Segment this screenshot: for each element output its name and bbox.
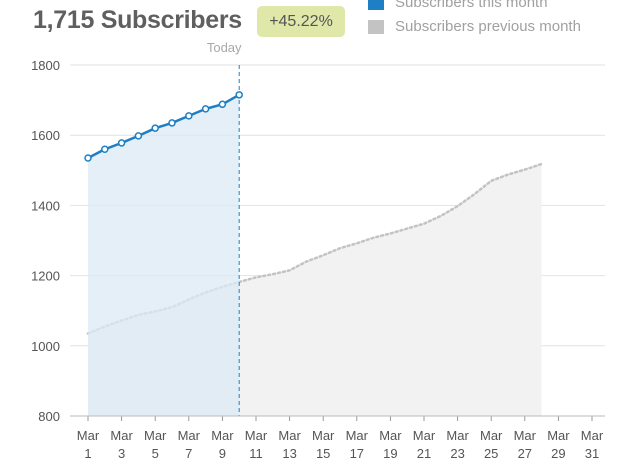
data-point-this-month xyxy=(168,119,176,127)
legend-label-previous-month: Subscribers previous month xyxy=(395,18,581,35)
x-tick-label: Mar xyxy=(245,428,268,443)
y-tick-label: 1400 xyxy=(31,198,60,213)
x-tick-label: Mar xyxy=(346,428,369,443)
x-tick-label: Mar xyxy=(77,428,100,443)
data-point-this-month xyxy=(117,139,126,147)
legend-swatch-previous-month xyxy=(368,20,384,34)
x-tick-label: Mar xyxy=(211,428,234,443)
data-point-this-month xyxy=(218,100,227,109)
x-tick-label: Mar xyxy=(547,428,570,443)
x-tick-label: Mar xyxy=(110,428,133,443)
x-tick-label: Mar xyxy=(413,428,436,443)
y-tick-label: 800 xyxy=(38,409,60,424)
x-tick-label: 15 xyxy=(316,446,330,461)
y-tick-label: 1600 xyxy=(31,128,60,143)
legend-swatch-this-month xyxy=(368,0,384,10)
y-tick-label: 1200 xyxy=(31,269,60,284)
data-point-this-month xyxy=(201,105,210,113)
legend-label-this-month: Subscribers this month xyxy=(395,0,548,11)
x-tick-label: Mar xyxy=(312,428,335,443)
x-tick-label: Mar xyxy=(379,428,402,443)
x-tick-label: Mar xyxy=(581,428,604,443)
x-tick-label: 7 xyxy=(185,446,192,461)
data-point-this-month xyxy=(134,132,143,140)
y-tick-label: 1800 xyxy=(31,58,60,73)
data-point-this-month xyxy=(151,124,159,132)
series-area-this-month xyxy=(88,94,240,417)
x-tick-label: 23 xyxy=(450,446,464,461)
data-point-this-month xyxy=(235,91,243,99)
x-tick-label: Mar xyxy=(178,428,201,443)
x-tick-label: 3 xyxy=(118,446,125,461)
x-tick-label: 31 xyxy=(585,446,599,461)
data-point-this-month xyxy=(185,112,193,120)
growth-badge: +45.22% xyxy=(257,6,345,37)
data-point-this-month xyxy=(101,145,109,153)
x-tick-label: Mar xyxy=(278,428,301,443)
x-tick-label: Mar xyxy=(446,428,469,443)
page-title: 1,715 Subscribers xyxy=(33,6,242,34)
x-tick-label: 27 xyxy=(518,446,532,461)
x-tick-label: Mar xyxy=(480,428,503,443)
data-point-this-month xyxy=(84,154,92,162)
x-tick-label: 29 xyxy=(551,446,565,461)
x-tick-label: Mar xyxy=(144,428,167,443)
x-tick-label: 17 xyxy=(350,446,364,461)
x-tick-label: 9 xyxy=(219,446,226,461)
x-tick-label: 25 xyxy=(484,446,498,461)
series-line-this-month xyxy=(87,93,240,160)
x-tick-label: Mar xyxy=(514,428,537,443)
x-tick-label: 1 xyxy=(84,446,91,461)
y-tick-label: 1000 xyxy=(31,339,60,354)
x-tick-label: 19 xyxy=(383,446,397,461)
today-label: Today xyxy=(207,40,242,55)
x-tick-label: 5 xyxy=(152,446,159,461)
x-tick-label: 13 xyxy=(282,446,296,461)
x-tick-label: 11 xyxy=(249,446,263,461)
x-tick-label: 21 xyxy=(417,446,431,461)
